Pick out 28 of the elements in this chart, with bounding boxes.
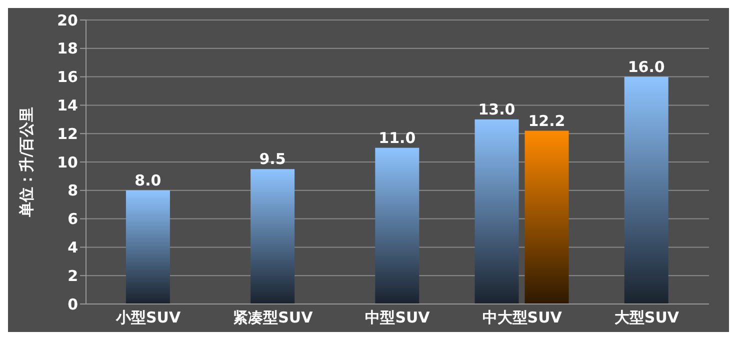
- y-tick-label: 0: [68, 295, 78, 314]
- y-tick-label: 2: [68, 266, 78, 285]
- y-tick-label: 16: [57, 68, 78, 86]
- y-tick-label: 20: [57, 11, 78, 30]
- y-axis-title: 单位：升/百公里: [17, 106, 36, 218]
- y-tick-label: 10: [57, 153, 78, 172]
- bar: [250, 169, 295, 304]
- x-tick-label: 中大型SUV: [482, 308, 562, 327]
- x-tick-label: 大型SUV: [614, 308, 680, 327]
- data-label: 16.0: [628, 58, 665, 76]
- data-label: 13.0: [478, 100, 516, 118]
- bar: [126, 190, 170, 304]
- y-tick-label: 14: [57, 96, 78, 115]
- bar: [524, 130, 569, 304]
- data-label: 12.2: [528, 112, 566, 130]
- y-tick-label: 18: [57, 40, 78, 58]
- y-tick-label: 12: [57, 124, 78, 143]
- data-label: 8.0: [134, 171, 162, 190]
- bar: [375, 148, 420, 304]
- x-tick-label: 紧凑型SUV: [233, 308, 314, 327]
- data-label: 11.0: [378, 128, 416, 147]
- bar: [624, 76, 668, 304]
- data-label: 9.5: [259, 150, 286, 168]
- x-tick-label: 小型SUV: [115, 308, 181, 327]
- y-tick-label: 8: [68, 182, 78, 200]
- y-tick-label: 6: [68, 210, 78, 228]
- y-tick-label: 4: [68, 238, 78, 257]
- x-tick-label: 中型SUV: [365, 308, 430, 327]
